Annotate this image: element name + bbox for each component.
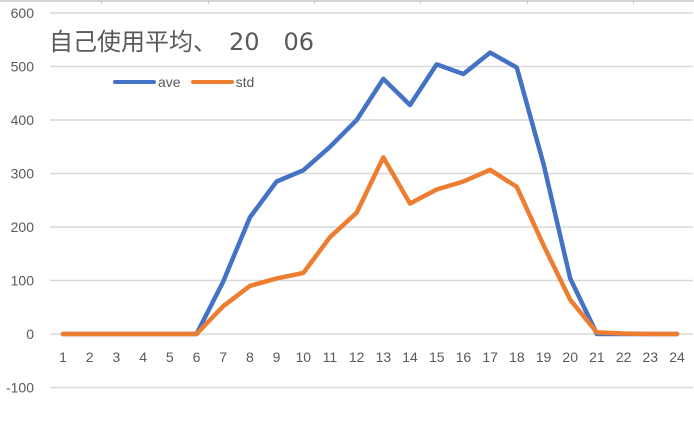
y-tick-label: 600 [11, 5, 35, 21]
x-tick-label: 23 [643, 349, 659, 365]
sheet-top-border [0, 0, 694, 2]
x-tick-label: 13 [376, 349, 392, 365]
x-tick-label: 9 [273, 349, 281, 365]
y-tick-label: 100 [11, 273, 35, 289]
x-tick-label: 1 [59, 349, 67, 365]
legend-item-ave[interactable]: ave [113, 74, 181, 90]
x-tick-label: 19 [536, 349, 552, 365]
x-tick-label: 18 [509, 349, 525, 365]
x-tick-label: 6 [193, 349, 201, 365]
x-tick-label: 11 [323, 349, 338, 365]
x-tick-label: 4 [139, 349, 147, 365]
series-lines [60, 50, 680, 337]
legend-swatch-std-icon [190, 80, 234, 84]
y-tick-label: -100 [6, 380, 34, 396]
x-tick-label: 8 [246, 349, 254, 365]
x-tick-label: 24 [669, 349, 685, 365]
x-tick-label: 17 [482, 349, 498, 365]
x-tick-label: 21 [589, 349, 605, 365]
cell-divider [420, 0, 421, 4]
cell-divider [208, 0, 209, 4]
legend-item-std[interactable]: std [190, 74, 255, 90]
x-tick-label: 16 [456, 349, 472, 365]
chart-title: 自己使用平均、 20 06 [49, 28, 315, 56]
x-tick-label: 3 [112, 349, 120, 365]
y-tick-label: 0 [26, 326, 34, 342]
legend-label-std: std [235, 74, 255, 90]
x-tick-label: 12 [349, 349, 365, 365]
legend-swatch-ave-icon [113, 80, 156, 84]
cell-divider [633, 0, 634, 4]
y-tick-label: 200 [11, 219, 35, 235]
x-tick-label: 20 [562, 349, 578, 365]
x-axis-labels: 1 2 3 4 5 6 7 8 9 10 11 12 13 14 15 16 17 18 19 20 21 22 23 24 [59, 349, 685, 365]
x-tick-label: 5 [166, 349, 174, 365]
legend[interactable]: ave std [113, 73, 264, 91]
x-tick-label: 15 [429, 349, 445, 365]
x-tick-label: 14 [402, 349, 418, 365]
series-line-ave[interactable] [60, 50, 680, 337]
cell-divider [101, 0, 102, 4]
x-tick-label: 22 [616, 349, 632, 365]
x-tick-label: 2 [86, 349, 94, 365]
y-tick-label: 500 [11, 59, 35, 75]
y-tick-label: 400 [11, 112, 35, 128]
cell-divider [314, 0, 315, 4]
series-line-std[interactable] [60, 155, 680, 337]
y-tick-label: 300 [11, 166, 35, 182]
cell-divider [527, 0, 528, 4]
y-axis-labels: 600 500 400 300 200 100 0 -100 [6, 5, 34, 396]
x-tick-label: 10 [295, 349, 311, 365]
x-tick-label: 7 [219, 349, 227, 365]
legend-label-ave: ave [158, 74, 181, 90]
